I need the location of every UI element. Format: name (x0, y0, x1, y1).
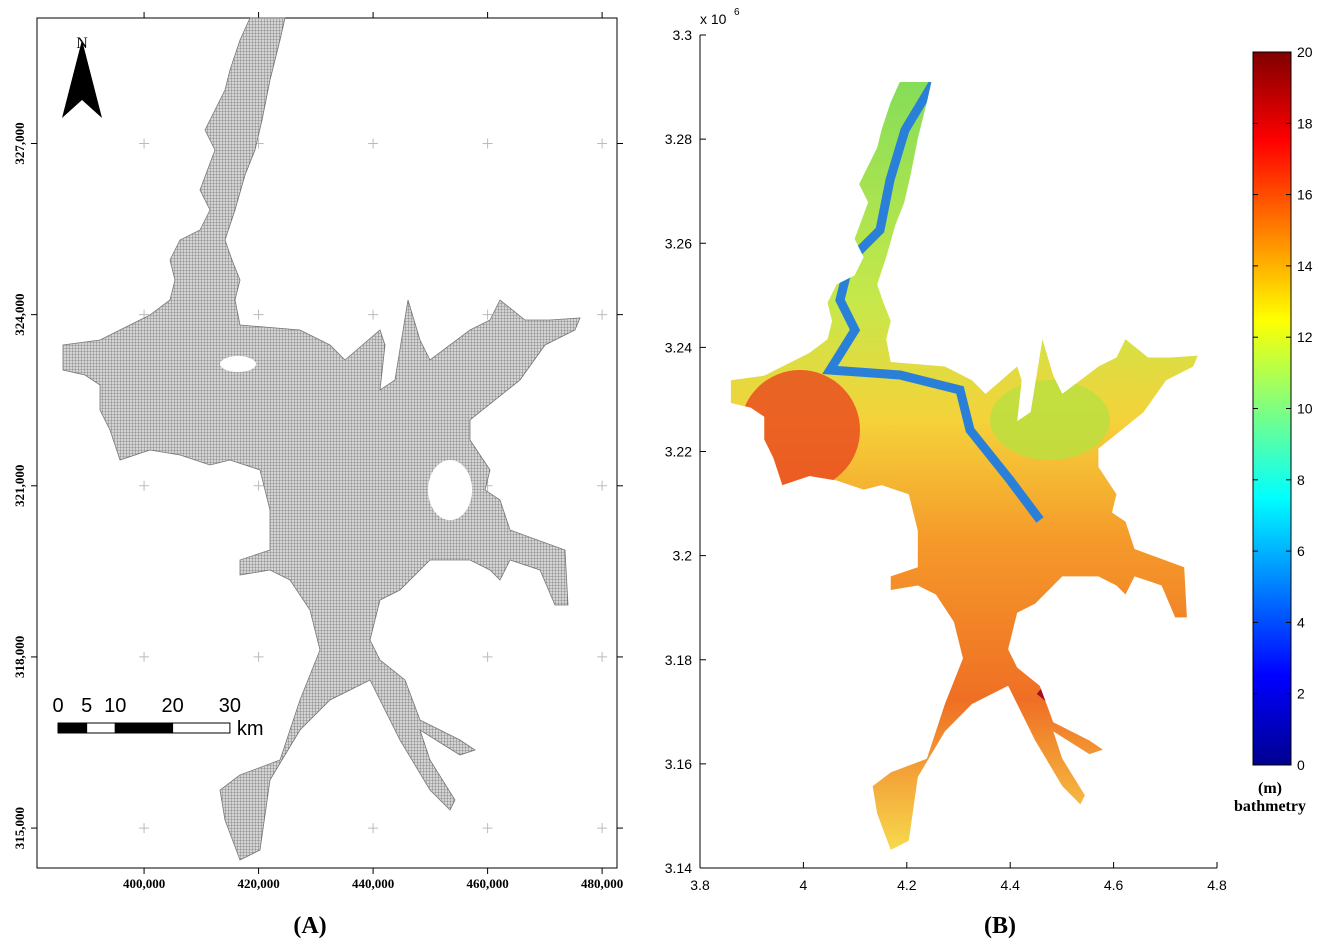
y-multiplier: x 10 (700, 11, 727, 27)
colorbar-label: bathmetry (1234, 798, 1306, 815)
scale-segment (87, 723, 116, 733)
page: 400,000 420,000 440,000 460,000 480,000 315,0… (0, 0, 1331, 945)
x-tick-label: 460,000 (466, 876, 508, 891)
x-tick-label: 400,000 (123, 876, 165, 891)
x-tick-label: 4.8 (1207, 877, 1227, 893)
x-tick-label: 4 (800, 877, 808, 893)
colorbar-tick-label: 2 (1297, 686, 1305, 702)
panel-label: (A) (293, 913, 326, 939)
x-tick-label: 4.4 (1000, 877, 1020, 893)
colorbar-tick-label: 12 (1297, 329, 1313, 345)
colorbar-tick-label: 6 (1297, 543, 1305, 559)
y-tick-label: 3.3 (673, 27, 693, 43)
y-tick-label: 321,000 (12, 465, 27, 507)
scale-label: 10 (104, 695, 126, 717)
x-tick-label: 480,000 (581, 876, 623, 891)
y-tick-label: 3.18 (665, 652, 692, 668)
y-tick-label: 327,000 (12, 122, 27, 164)
figure: 400,000 420,000 440,000 460,000 480,000 315,0… (0, 0, 1331, 945)
island (428, 460, 472, 520)
colorbar-tick-label: 16 (1297, 187, 1313, 203)
scale-label: 20 (161, 695, 183, 717)
colorbar-tick-label: 4 (1297, 614, 1305, 630)
colorbar-tick-label: 18 (1297, 115, 1313, 131)
y-tick-label: 3.22 (665, 444, 692, 460)
colorbar-tick-label: 10 (1297, 401, 1313, 417)
bathymetry (700, 60, 1220, 860)
x-tick-label: 440,000 (352, 876, 394, 891)
y-tick-label: 3.14 (665, 860, 692, 876)
y-tick-label: 3.24 (665, 339, 692, 355)
colorbar-tick-label: 8 (1297, 472, 1305, 488)
x-tick-label: 4.6 (1104, 877, 1124, 893)
y-tick-label: 3.2 (673, 548, 693, 564)
x-tick-label: 4.2 (897, 877, 917, 893)
x-tick-label: 420,000 (237, 876, 279, 891)
scale-segment (173, 723, 230, 733)
y-tick-label: 3.26 (665, 235, 692, 251)
scale-label: 0 (52, 695, 63, 717)
colorbar-tick-label: 20 (1297, 44, 1313, 60)
colorbar-tick-label: 14 (1297, 258, 1313, 274)
colorbar (1253, 52, 1291, 765)
scale-unit: km (237, 718, 264, 740)
colorbar-unit: (m) (1258, 780, 1282, 797)
y-tick-label: 3.16 (665, 756, 692, 772)
colorbar-tick-label: 0 (1297, 757, 1305, 773)
north-label: N (76, 35, 88, 52)
panel-label: (B) (984, 913, 1016, 939)
scale-label: 30 (219, 695, 241, 717)
scale-segment (115, 723, 172, 733)
y-multiplier-exp: 6 (734, 7, 740, 18)
y-tick-label: 318,000 (12, 636, 27, 678)
y-tick-label: 3.28 (665, 131, 692, 147)
x-tick-label: 3.8 (690, 877, 710, 893)
y-tick-label: 315,000 (12, 807, 27, 849)
scale-label: 5 (81, 695, 92, 717)
island (220, 356, 256, 372)
scale-segment (58, 723, 87, 733)
y-tick-label: 324,000 (12, 294, 27, 336)
